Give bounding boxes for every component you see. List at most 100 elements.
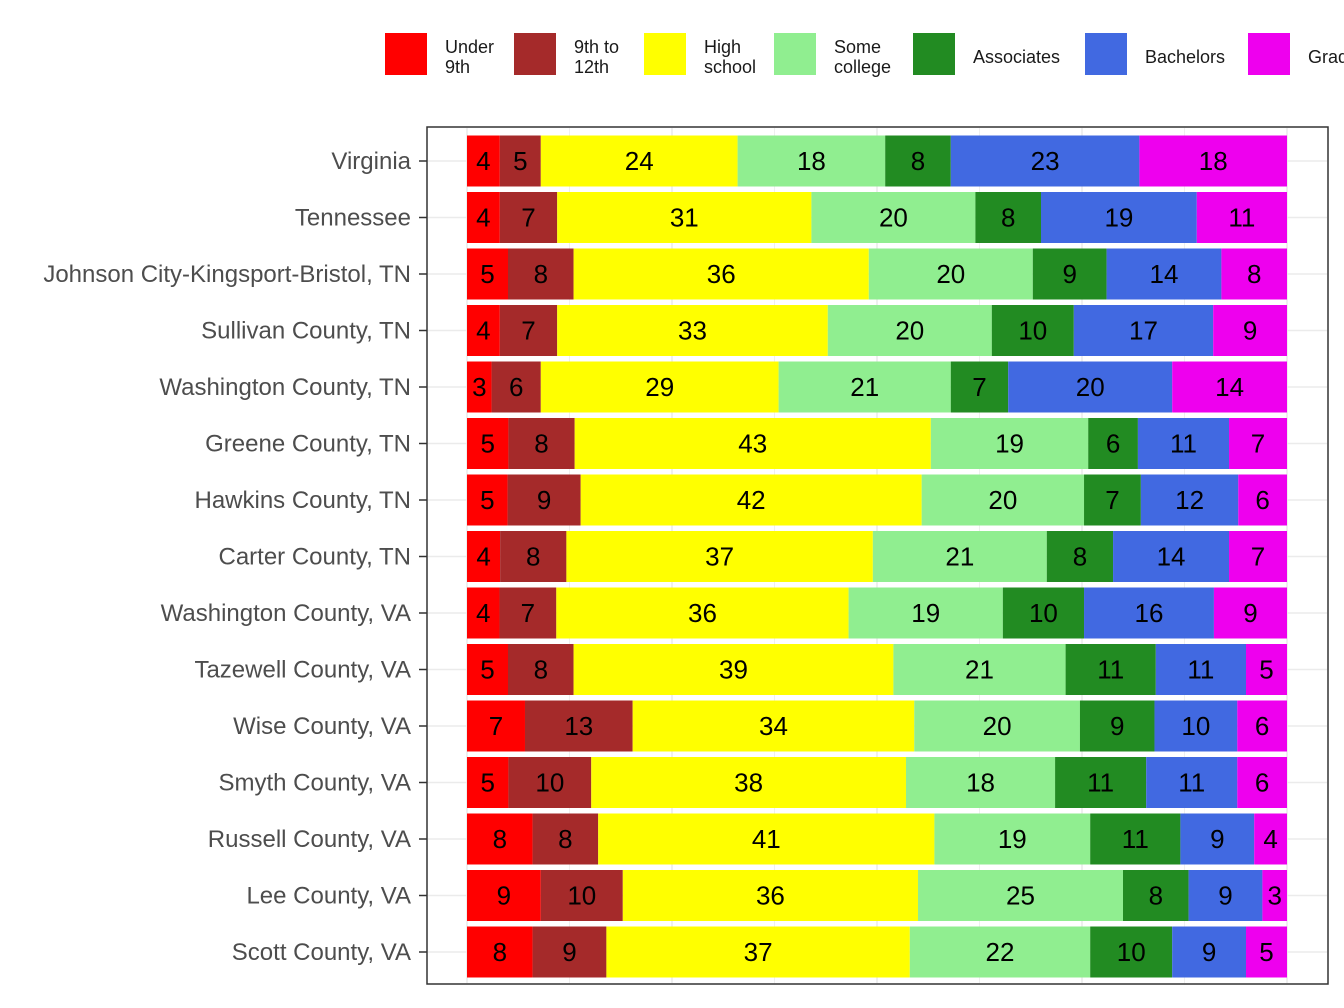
bar-segment-graduate — [1221, 248, 1287, 300]
data-label: 11 — [1228, 203, 1255, 233]
bar-segment-some-college — [737, 135, 886, 187]
bar-segment-high-school — [573, 248, 869, 300]
bar-segment-high-school — [606, 926, 910, 978]
data-label: 18 — [1199, 146, 1228, 176]
bar-segment-bachelors — [1084, 587, 1214, 639]
data-label: 36 — [688, 598, 717, 628]
data-label: 4 — [476, 203, 490, 233]
data-label: 7 — [521, 598, 535, 628]
data-label: 9 — [562, 937, 576, 967]
bar-segment-under-9th — [467, 248, 508, 300]
data-label: 9 — [1243, 598, 1257, 628]
data-label: 8 — [1001, 203, 1015, 233]
y-tick-label: Wise County, VA — [233, 713, 411, 740]
data-label: 36 — [707, 259, 736, 289]
bar-row-sullivan-county-tn: 4 7 33 20 10 17 9 — [467, 305, 1287, 356]
bar-segment-high-school — [598, 813, 935, 865]
bar-segment-9th-to-12th — [508, 248, 574, 300]
data-label: 8 — [534, 429, 548, 459]
data-label: 19 — [911, 598, 940, 628]
data-label: 20 — [983, 711, 1012, 741]
data-label: 21 — [850, 372, 879, 402]
data-label: 17 — [1129, 316, 1158, 346]
bar-segment-some-college — [905, 757, 1056, 808]
bar-segment-under-9th — [467, 135, 500, 187]
bar-segment-bachelors — [1113, 531, 1230, 582]
y-tick-label: Tazewell County, VA — [194, 657, 411, 684]
data-label: 13 — [564, 711, 593, 741]
bar-segment-9th-to-12th — [524, 700, 633, 752]
bar-segment-bachelors — [1172, 926, 1246, 978]
bar-segment-high-school — [556, 587, 849, 639]
data-label: 7 — [521, 203, 535, 233]
bar-segment-some-college — [778, 361, 951, 413]
data-label: 7 — [521, 316, 535, 346]
bar-segment-under-9th — [467, 361, 492, 413]
bar-segment-9th-to-12th — [508, 644, 574, 695]
bar-segment-graduate — [1262, 870, 1287, 921]
bar-row-carter-county-tn: 4 8 37 21 8 14 7 — [467, 531, 1287, 582]
bar-segment-high-school — [573, 644, 894, 695]
bar-segment-associates — [1090, 926, 1173, 978]
bar-segment-under-9th — [467, 192, 500, 243]
legend-key — [774, 33, 816, 75]
legend-label: 9th to — [574, 37, 619, 57]
data-label: 23 — [1031, 146, 1060, 176]
legend-label: school — [704, 57, 756, 77]
bar-segment-associates — [1084, 474, 1141, 526]
data-label: 41 — [752, 824, 781, 854]
bar-segment-associates — [1123, 870, 1189, 921]
legend-label: Associates — [973, 47, 1060, 67]
bar-segment-some-college — [827, 305, 992, 356]
bar-segment-some-college — [921, 474, 1085, 526]
data-label: 10 — [1029, 598, 1058, 628]
bar-segment-graduate — [1229, 531, 1287, 582]
data-label: 21 — [945, 542, 974, 572]
bar-segment-some-college — [914, 700, 1080, 752]
data-label: 7 — [1251, 542, 1265, 572]
data-label: 10 — [1181, 711, 1210, 741]
data-label: 6 — [1255, 768, 1269, 798]
legend-label: college — [834, 57, 891, 77]
bar-segment-high-school — [622, 870, 918, 921]
data-label: 5 — [1259, 937, 1273, 967]
data-label: 4 — [476, 598, 490, 628]
data-label: 10 — [1018, 316, 1047, 346]
data-label: 33 — [678, 316, 707, 346]
bar-row-hawkins-county-tn: 5 9 42 20 7 12 6 — [467, 474, 1287, 526]
legend-item-bachelors: Bachelors — [1085, 33, 1225, 75]
data-label: 5 — [480, 429, 494, 459]
bar-segment-under-9th — [467, 757, 509, 808]
data-label: 8 — [1149, 881, 1163, 911]
y-tick-label: Virginia — [331, 148, 411, 175]
bar-segment-high-school — [574, 418, 931, 469]
data-label: 5 — [480, 768, 494, 798]
bar-segment-graduate — [1196, 192, 1287, 243]
data-label: 9 — [1243, 316, 1257, 346]
bar-segment-bachelors — [1041, 192, 1197, 243]
data-label: 4 — [476, 146, 490, 176]
bar-segment-under-9th — [467, 305, 500, 356]
bar-segment-bachelors — [1155, 644, 1246, 695]
bar-segment-some-college — [868, 248, 1033, 300]
bar-segment-bachelors — [1137, 418, 1230, 469]
bar-row-tazewell-county-va: 5 8 39 21 11 11 5 — [467, 644, 1287, 695]
bar-segment-graduate — [1246, 926, 1287, 978]
data-label: 11 — [1122, 824, 1149, 854]
y-tick-label: Johnson City-Kingsport-Bristol, TN — [43, 261, 411, 288]
bar-segment-bachelors — [1106, 248, 1222, 300]
data-label: 4 — [476, 542, 490, 572]
bar-row-washington-county-va: 4 7 36 19 10 16 9 — [467, 587, 1287, 639]
legend-item-associates: Associates — [913, 33, 1060, 75]
bar-segment-associates — [975, 192, 1041, 243]
data-label: 11 — [1187, 655, 1214, 685]
data-label: 7 — [489, 711, 503, 741]
legend-key — [385, 33, 427, 75]
data-label: 7 — [1105, 485, 1119, 515]
data-label: 20 — [879, 203, 908, 233]
y-tick-label: Hawkins County, TN — [194, 487, 411, 514]
bar-row-johnson-city-kingsport-bristol-tn: 5 8 36 20 9 14 8 — [467, 248, 1287, 300]
